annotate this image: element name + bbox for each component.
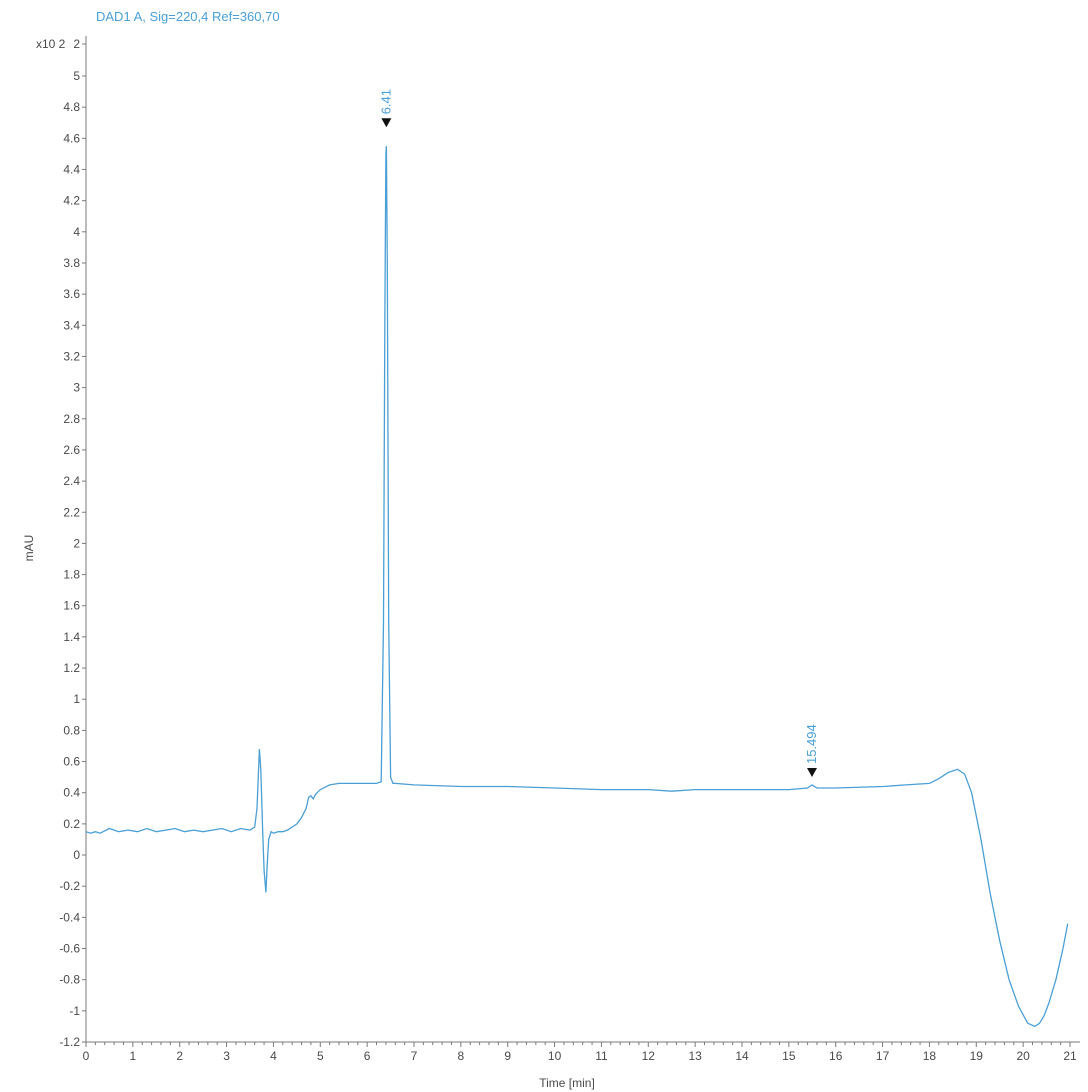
y-tick-label: 4.4	[63, 162, 80, 176]
y-tick-label: 2	[73, 37, 80, 51]
peak-marker: 6.41	[378, 89, 393, 128]
y-axis-title-group: mAU	[22, 535, 36, 562]
y-tick-label: 3.2	[63, 349, 80, 363]
axes	[85, 36, 1080, 1043]
y-tick-label: 3.4	[63, 318, 80, 332]
y-tick-label: 2.4	[63, 474, 80, 488]
x-tick-label: 10	[548, 1049, 562, 1063]
x-tick-label: 18	[923, 1049, 937, 1063]
x-tick-label: 0	[83, 1049, 90, 1063]
traces	[85, 146, 1069, 1028]
y-tick-label: 4	[73, 225, 80, 239]
y-tick-label: 5	[73, 69, 80, 83]
x-tick-label: 17	[876, 1049, 890, 1063]
x-tick-label: 16	[829, 1049, 843, 1063]
x-tick-label: 4	[270, 1049, 277, 1063]
y-tick-label: 3.8	[63, 256, 80, 270]
x-tick-label: 14	[735, 1049, 749, 1063]
chart-title: DAD1 A, Sig=220,4 Ref=360,70	[96, 9, 280, 24]
y-tick-label: 0	[73, 848, 80, 862]
y-tick-label: 2.2	[63, 505, 80, 519]
x-tick-label: 15	[782, 1049, 796, 1063]
y-axis-title: mAU	[22, 535, 36, 562]
signal-trace	[85, 146, 1069, 1028]
y-tick-label: 1	[73, 692, 80, 706]
y-tick-label: 4.6	[63, 131, 80, 145]
x-tick-label: 21	[1063, 1049, 1077, 1063]
y-tick-label: -1.2	[59, 1035, 80, 1049]
peak-label: 15.494	[804, 724, 819, 764]
peak-markers: 6.41 15.494	[378, 89, 819, 778]
y-tick-label: 0.2	[63, 817, 80, 831]
y-tick-label: 1.2	[63, 661, 80, 675]
peak-label: 6.41	[378, 89, 393, 114]
x-tick-label: 19	[970, 1049, 984, 1063]
peak-marker: 15.494	[804, 724, 819, 778]
x-tick-label: 9	[504, 1049, 511, 1063]
x-tick-label: 1	[130, 1049, 137, 1063]
x-tick-label: 11	[595, 1049, 608, 1063]
y-tick-label: -0.4	[59, 910, 80, 924]
y-tick-label: -1	[69, 1004, 80, 1018]
y-tick-label: 4.8	[63, 100, 80, 114]
y-tick-label: 1.4	[63, 630, 80, 644]
y-tick-label: 2.8	[63, 412, 80, 426]
y-tick-label: 2	[73, 536, 80, 550]
y-tick-label: 1.6	[63, 599, 80, 613]
peak-triangle-icon	[807, 768, 818, 778]
y-tick-label: 4.2	[63, 194, 80, 208]
y-tick-label: 0.6	[63, 755, 80, 769]
y-tick-label: 3.6	[63, 287, 80, 301]
x-tick-label: 6	[364, 1049, 371, 1063]
x-tick-label: 2	[176, 1049, 183, 1063]
x-tick-label: 3	[223, 1049, 230, 1063]
x-tick-label: 7	[411, 1049, 418, 1063]
x-axis-title: Time [min]	[539, 1076, 595, 1090]
y-tick-label: -0.6	[59, 942, 80, 956]
x-ticks: 0 1 2 3 4 5 6 7 8 9 10 11 12 13 14 15 16 17 18 19 20 21	[83, 1042, 1077, 1063]
y-tick-label: 2.6	[63, 443, 80, 457]
x-tick-label: 13	[688, 1049, 702, 1063]
x-tick-label: 20	[1016, 1049, 1030, 1063]
x-tick-label: 12	[642, 1049, 656, 1063]
y-ticks: -1.2 -1 -0.8 -0.6 -0.4 -0.2 0 0.2 0.4 0.6 0.8 1 1.2 1…	[59, 37, 86, 1049]
y-tick-label: 1.8	[63, 568, 80, 582]
y-multiplier-label: x10 2	[36, 37, 66, 51]
x-tick-label: 5	[317, 1049, 324, 1063]
y-tick-label: -0.8	[59, 973, 80, 987]
x-tick-label: 8	[458, 1049, 465, 1063]
y-tick-label: 3	[73, 381, 80, 395]
peak-triangle-icon	[381, 118, 392, 128]
y-tick-label: 0.4	[63, 786, 80, 800]
y-tick-label: -0.2	[59, 879, 80, 893]
y-tick-label: 0.8	[63, 723, 80, 737]
